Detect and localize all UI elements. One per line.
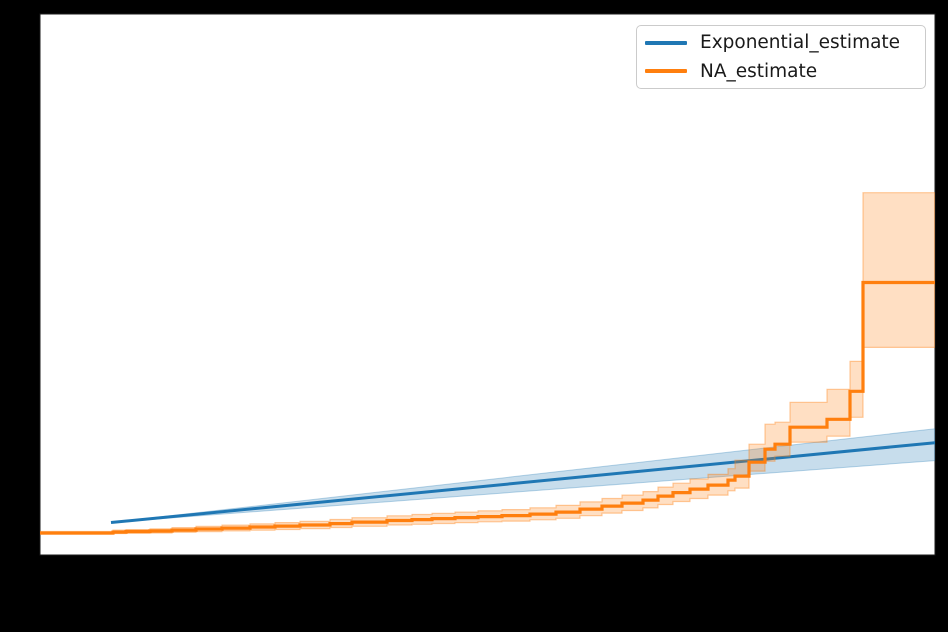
- legend-item-na-estimate: NA_estimate: [645, 61, 917, 82]
- na-step-line: [40, 280, 935, 535]
- legend-line-sample-exponential: [645, 41, 687, 45]
- na-confidence-band: [40, 192, 935, 535]
- legend-item-exponential-estimate: Exponential_estimate: [645, 32, 917, 53]
- legend-label-na: NA_estimate: [700, 60, 818, 82]
- exponential-confidence-band: [110, 428, 935, 523]
- legend-line-sample-na: [645, 69, 687, 73]
- legend-box: Exponential_estimate NA_estimate: [636, 25, 926, 89]
- legend-label-exponential: Exponential_estimate: [700, 32, 901, 54]
- plot-area: [39, 13, 936, 556]
- exponential-line: [110, 441, 935, 524]
